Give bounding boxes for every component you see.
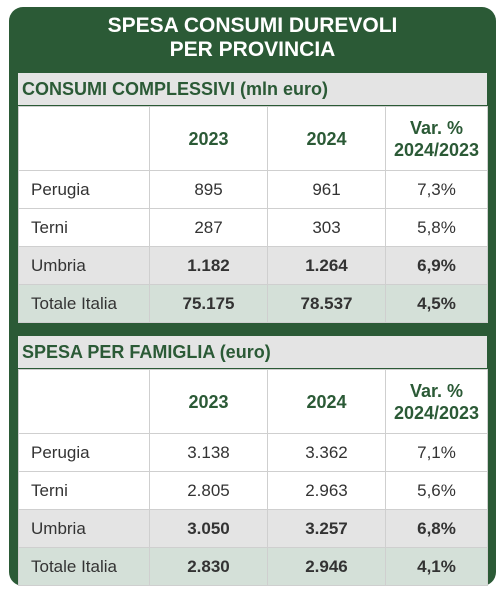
header-var-line1: Var. % (409, 117, 464, 138)
value-2023: 287 (149, 208, 268, 247)
value-var: 6,9% (385, 246, 488, 285)
row-label: Umbria (18, 246, 150, 285)
header-2024: 2024 (267, 369, 386, 434)
section-heading-spesa-famiglia: SPESA PER FAMIGLIA (euro) (18, 336, 487, 368)
header-2024: 2024 (267, 106, 386, 171)
value-2023: 75.175 (149, 284, 268, 323)
header-var-line2: 2024/2023 (393, 139, 480, 160)
value-2023: 2.805 (149, 471, 268, 510)
table-header-row: 2023 2024 Var. % 2024/2023 (18, 106, 488, 171)
header-var: Var. % 2024/2023 (385, 106, 488, 171)
value-2024: 2.946 (267, 547, 386, 586)
header-empty-cell (18, 106, 150, 171)
header-2023: 2023 (149, 369, 268, 434)
infographic-card: SPESA CONSUMI DUREVOLI PER PROVINCIA CON… (9, 7, 496, 586)
value-2024: 3.257 (267, 509, 386, 548)
value-2023: 895 (149, 170, 268, 209)
header-empty-cell (18, 369, 150, 434)
value-2024: 303 (267, 208, 386, 247)
row-label: Perugia (18, 170, 150, 209)
value-2024: 961 (267, 170, 386, 209)
value-2024: 1.264 (267, 246, 386, 285)
table-consumi-complessivi: 2023 2024 Var. % 2024/2023 Perugia 895 96… (18, 106, 488, 323)
row-label: Terni (18, 208, 150, 247)
table-row: Terni 287 303 5,8% (18, 208, 488, 247)
table-row-umbria: Umbria 3.050 3.257 6,8% (18, 509, 488, 548)
value-var: 7,1% (385, 433, 488, 472)
table-row-umbria: Umbria 1.182 1.264 6,9% (18, 246, 488, 285)
value-var: 5,8% (385, 208, 488, 247)
table-row-totale-italia: Totale Italia 2.830 2.946 4,1% (18, 547, 488, 586)
table-spesa-per-famiglia: 2023 2024 Var. % 2024/2023 Perugia 3.138 … (18, 369, 488, 586)
value-2023: 3.138 (149, 433, 268, 472)
title-line-1: SPESA CONSUMI DUREVOLI (107, 14, 398, 37)
value-2024: 78.537 (267, 284, 386, 323)
value-2023: 1.182 (149, 246, 268, 285)
row-label: Totale Italia (18, 547, 150, 586)
value-2024: 2.963 (267, 471, 386, 510)
value-2023: 3.050 (149, 509, 268, 548)
value-var: 4,1% (385, 547, 488, 586)
section-heading-consumi: CONSUMI COMPLESSIVI (mln euro) (18, 73, 487, 105)
table-row: Terni 2.805 2.963 5,6% (18, 471, 488, 510)
value-2024: 3.362 (267, 433, 386, 472)
row-label: Totale Italia (18, 284, 150, 323)
value-var: 5,6% (385, 471, 488, 510)
row-label: Terni (18, 471, 150, 510)
value-var: 6,8% (385, 509, 488, 548)
table-row: Perugia 3.138 3.362 7,1% (18, 433, 488, 472)
row-label: Perugia (18, 433, 150, 472)
table-row-totale-italia: Totale Italia 75.175 78.537 4,5% (18, 284, 488, 323)
card-title: SPESA CONSUMI DUREVOLI PER PROVINCIA (9, 7, 496, 69)
value-var: 7,3% (385, 170, 488, 209)
value-2023: 2.830 (149, 547, 268, 586)
table-row: Perugia 895 961 7,3% (18, 170, 488, 209)
header-var-line1: Var. % (409, 380, 464, 401)
value-var: 4,5% (385, 284, 488, 323)
table-header-row: 2023 2024 Var. % 2024/2023 (18, 369, 488, 434)
title-line-2: PER PROVINCIA (169, 38, 336, 61)
header-2023: 2023 (149, 106, 268, 171)
header-var: Var. % 2024/2023 (385, 369, 488, 434)
row-label: Umbria (18, 509, 150, 548)
header-var-line2: 2024/2023 (393, 402, 480, 423)
